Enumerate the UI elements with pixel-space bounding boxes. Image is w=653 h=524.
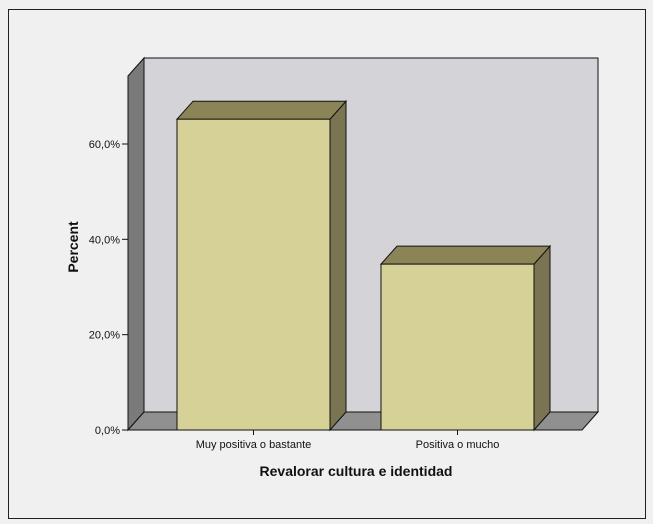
bar-top <box>175 100 348 120</box>
y-tick-label: 60,0% <box>89 139 120 151</box>
bars <box>175 99 552 432</box>
bar-side <box>329 99 347 432</box>
bar-front <box>380 263 535 431</box>
x-axis-title: Revalorar cultura e identidad <box>260 463 453 479</box>
y-tick-label: 20,0% <box>89 330 120 342</box>
x-tick-label: Muy positiva o bastante <box>196 439 312 451</box>
y-axis: 0,0% 20,0% 40,0% 60,0% <box>89 139 128 437</box>
y-tick-label: 40,0% <box>89 234 120 246</box>
bar-front <box>176 118 331 431</box>
y-tick-label: 0,0% <box>95 425 120 437</box>
y-axis-title: Percent <box>65 221 81 273</box>
bar <box>175 99 348 432</box>
x-tick-label: Positiva o mucho <box>416 439 500 451</box>
bar-top <box>379 245 552 265</box>
bar-side <box>533 244 551 432</box>
left-wall <box>127 56 145 432</box>
bar <box>379 244 552 432</box>
x-axis-labels: Muy positiva o bastante Positiva o mucho <box>196 430 500 451</box>
